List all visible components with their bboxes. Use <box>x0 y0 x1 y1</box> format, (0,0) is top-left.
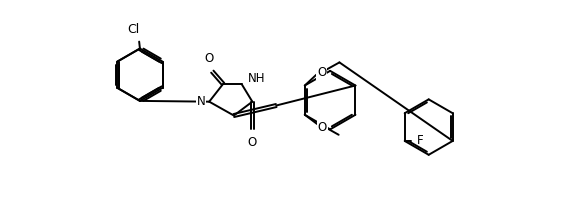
Text: O: O <box>248 135 257 149</box>
Text: Cl: Cl <box>128 23 140 36</box>
Text: NH: NH <box>248 72 265 85</box>
Text: F: F <box>417 134 423 147</box>
Text: N: N <box>196 95 205 108</box>
Text: O: O <box>318 121 327 134</box>
Text: O: O <box>204 52 214 65</box>
Text: O: O <box>317 66 327 79</box>
